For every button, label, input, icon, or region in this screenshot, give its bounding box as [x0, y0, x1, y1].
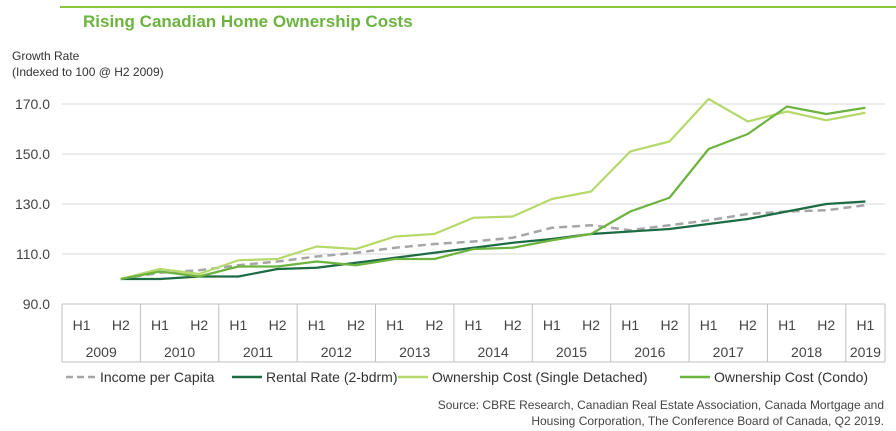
x-tick-label: H1 — [543, 317, 561, 333]
y-axis-title: Growth Rate — [12, 49, 80, 63]
year-label: 2009 — [86, 344, 117, 360]
legend-label: Income per Capita — [100, 369, 215, 385]
source-line-2: Housing Corporation, The Conference Boar… — [531, 414, 884, 428]
year-label: 2012 — [321, 344, 352, 360]
x-tick-label: H2 — [269, 317, 287, 333]
x-tick-label: H1 — [700, 317, 718, 333]
x-tick-label: H2 — [660, 317, 678, 333]
year-label: 2011 — [243, 344, 273, 360]
legend-label: Rental Rate (2-bdrm) — [266, 369, 398, 385]
y-tick-label: 90.0 — [23, 296, 50, 312]
x-tick-label: H2 — [739, 317, 757, 333]
x-tick-label: H1 — [308, 317, 326, 333]
series-line — [120, 200, 866, 281]
x-tick-label: H2 — [504, 317, 522, 333]
year-label: 2018 — [791, 344, 822, 360]
x-tick-label: H2 — [190, 317, 208, 333]
x-tick-label: H1 — [621, 317, 639, 333]
source-note: Source: CBRE Research, Canadian Real Est… — [324, 397, 884, 429]
year-label: 2019 — [850, 344, 881, 360]
y-tick-label: 170.0 — [15, 96, 50, 112]
legend-label: Ownership Cost (Condo) — [714, 369, 868, 385]
title-rule — [60, 6, 896, 8]
y-axis-label: Growth Rate (Indexed to 100 @ H2 2009) — [12, 48, 164, 80]
series-line — [120, 97, 866, 281]
x-tick-label: H1 — [151, 317, 169, 333]
y-axis-subtitle: (Indexed to 100 @ H2 2009) — [12, 65, 164, 79]
y-tick-label: 150.0 — [15, 146, 50, 162]
year-label: 2016 — [634, 344, 665, 360]
series-line — [120, 105, 866, 281]
x-tick-label: H1 — [856, 317, 874, 333]
x-tick-label: H1 — [465, 317, 483, 333]
x-tick-label: H1 — [229, 317, 247, 333]
x-tick-label: H1 — [386, 317, 404, 333]
x-tick-label: H2 — [347, 317, 365, 333]
year-label: 2010 — [164, 344, 195, 360]
year-label: 2013 — [399, 344, 430, 360]
x-tick-label: H2 — [582, 317, 600, 333]
x-tick-label: H1 — [778, 317, 796, 333]
x-tick-label: H2 — [425, 317, 443, 333]
year-label: 2017 — [713, 344, 744, 360]
x-tick-label: H1 — [73, 317, 91, 333]
title-bar: Rising Canadian Home Ownership Costs — [0, 0, 896, 40]
legend-label: Ownership Cost (Single Detached) — [432, 369, 648, 385]
x-tick-label: H2 — [112, 317, 130, 333]
year-label: 2015 — [556, 344, 587, 360]
source-line-1: Source: CBRE Research, Canadian Real Est… — [437, 398, 884, 412]
x-tick-label: H2 — [817, 317, 835, 333]
line-chart: 170.0 150.0 130.0 110.0 90.0 H1 H2 H1 H2 H1 H2 H1 H2… — [15, 96, 886, 385]
y-tick-label: 130.0 — [15, 196, 50, 212]
year-label: 2014 — [478, 344, 509, 360]
series-line — [120, 204, 866, 281]
y-tick-label: 110.0 — [16, 246, 50, 262]
chart-title: Rising Canadian Home Ownership Costs — [83, 12, 413, 31]
